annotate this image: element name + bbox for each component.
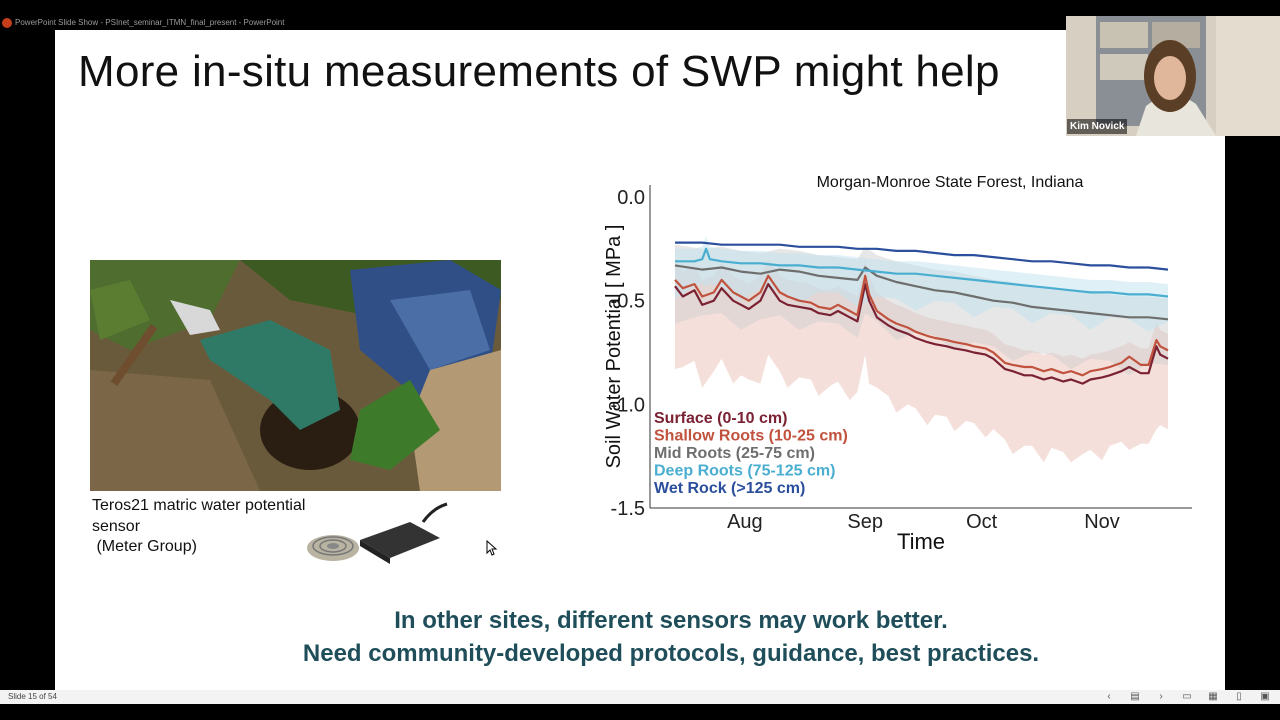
slide-menu-icon[interactable]: ▤ [1130, 691, 1140, 702]
mouse-cursor-icon [486, 540, 498, 556]
x-tick-label: Nov [1084, 511, 1120, 533]
x-tick-label: Sep [847, 511, 883, 533]
reading-view-icon[interactable]: ▯ [1236, 691, 1242, 702]
swp-chart: 0.0 -0.5 -1.0 -1.5 Aug Sep Oct Nov Morgan-Monroe… [603, 174, 1192, 554]
takeaway-text: In other sites, different sensors may wo… [55, 604, 1225, 670]
y-tick-label: -1.0 [611, 394, 645, 416]
window-title: PowerPoint Slide Show - PSInet_seminar_I… [15, 18, 285, 27]
normal-view-icon[interactable]: ▭ [1182, 691, 1192, 702]
legend-entry: Shallow Roots (10-25 cm) [654, 428, 848, 445]
y-tick-label: -0.5 [611, 291, 645, 313]
y-tick-label: -1.5 [611, 498, 645, 520]
x-tick-label: Oct [966, 511, 998, 533]
slide-canvas: More in-situ measurements of SWP might h… [55, 30, 1225, 690]
slide-counter: Slide 15 of 54 [8, 692, 57, 701]
slide-sorter-icon[interactable]: ▦ [1208, 691, 1218, 702]
sensor-device-image [305, 500, 450, 570]
takeaway-line-2: Need community-developed protocols, guid… [302, 640, 1040, 667]
series-line-2 [674, 274, 1169, 377]
chart-title: Morgan-Monroe State Forest, Indiana [817, 174, 1084, 191]
sensor-caption: Teros21 matric water potential sensor (M… [92, 497, 306, 555]
y-axis-label: Soil Water Potential [ MPa ] [603, 225, 625, 469]
participant-name: Kim Novick [1067, 119, 1128, 134]
y-tick-label: 0.0 [617, 187, 645, 209]
series-line-1 [674, 283, 1169, 385]
powerpoint-icon [2, 18, 12, 28]
series-line-5 [675, 241, 1169, 271]
slide-title: More in-situ measurements of SWP might h… [78, 47, 1000, 96]
presenter-webcam: Kim Novick [1066, 16, 1280, 136]
legend-entry: Deep Roots (75-125 cm) [654, 463, 835, 480]
next-slide-icon[interactable]: › [1159, 691, 1163, 702]
series-line-4 [675, 247, 1169, 298]
takeaway-line-1: In other sites, different sensors may wo… [394, 607, 948, 634]
slideshow-icon[interactable]: ▣ [1260, 691, 1270, 702]
x-tick-label: Aug [727, 511, 763, 533]
field-photo [90, 260, 501, 491]
previous-slide-icon[interactable]: ‹ [1107, 691, 1111, 702]
status-bar: Slide 15 of 54 ‹ ▤ › ▭ ▦ ▯ ▣ [0, 690, 1280, 704]
series-line-3 [674, 264, 1169, 321]
legend-entry: Mid Roots (25-75 cm) [654, 445, 815, 462]
legend-entry: Surface (0-10 cm) [654, 410, 787, 427]
x-axis-label: Time [897, 529, 945, 554]
legend-entry: Wet Rock (>125 cm) [654, 480, 805, 497]
app-titlebar: PowerPoint Slide Show - PSInet_seminar_I… [0, 16, 1066, 30]
